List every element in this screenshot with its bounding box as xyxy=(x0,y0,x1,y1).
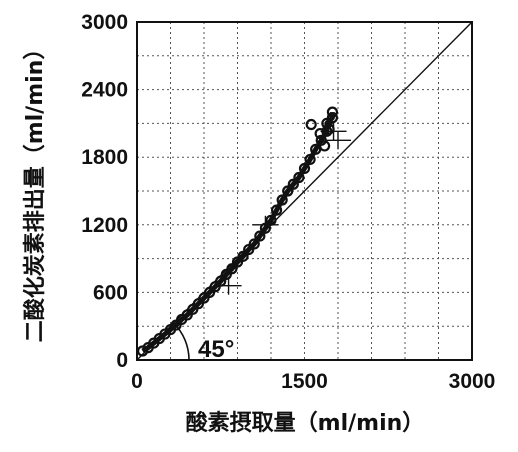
y-tick-label: 3000 xyxy=(81,11,128,34)
data-point xyxy=(187,303,199,315)
cross-marker xyxy=(215,276,242,295)
x-tick-label: 0 xyxy=(131,370,143,393)
y-axis-label: 二酸化炭素排出量（ml/min） xyxy=(22,38,48,343)
y-tick-label: 1800 xyxy=(81,146,128,169)
cross-markers xyxy=(215,122,351,295)
data-point xyxy=(170,319,182,331)
x-tick-label: 3000 xyxy=(449,370,496,393)
y-tick-label: 0 xyxy=(116,349,128,372)
y-tick-label: 1200 xyxy=(81,214,128,237)
data-point xyxy=(209,281,221,293)
data-point xyxy=(243,243,255,256)
data-point xyxy=(198,292,210,304)
x-tick-label: 1500 xyxy=(281,370,328,393)
data-point xyxy=(226,263,238,275)
data-point xyxy=(287,178,299,190)
data-point xyxy=(237,250,249,262)
cross-marker xyxy=(325,131,351,150)
data-point xyxy=(203,286,216,298)
y-tick-label: 600 xyxy=(93,281,128,304)
angle-label: 45° xyxy=(198,336,234,363)
data-point xyxy=(181,309,193,321)
data-point xyxy=(231,256,244,268)
plot-frame xyxy=(136,21,473,361)
data-point xyxy=(220,268,232,280)
y-tick-label: 2400 xyxy=(81,79,128,102)
data-trace xyxy=(141,112,335,354)
data-point xyxy=(192,298,205,310)
data-point xyxy=(305,118,317,131)
data-point xyxy=(254,230,266,242)
y-tick-labels: 0 600 1200 1800 2400 3000 xyxy=(81,11,128,372)
x-tick-labels: 0 1500 3000 xyxy=(131,370,495,393)
data-point xyxy=(248,238,260,250)
cross-marker xyxy=(320,122,347,141)
x-axis-label: 酸素摂取量（ml/min） xyxy=(186,410,425,436)
data-points xyxy=(136,106,339,357)
cross-marker xyxy=(252,215,279,234)
